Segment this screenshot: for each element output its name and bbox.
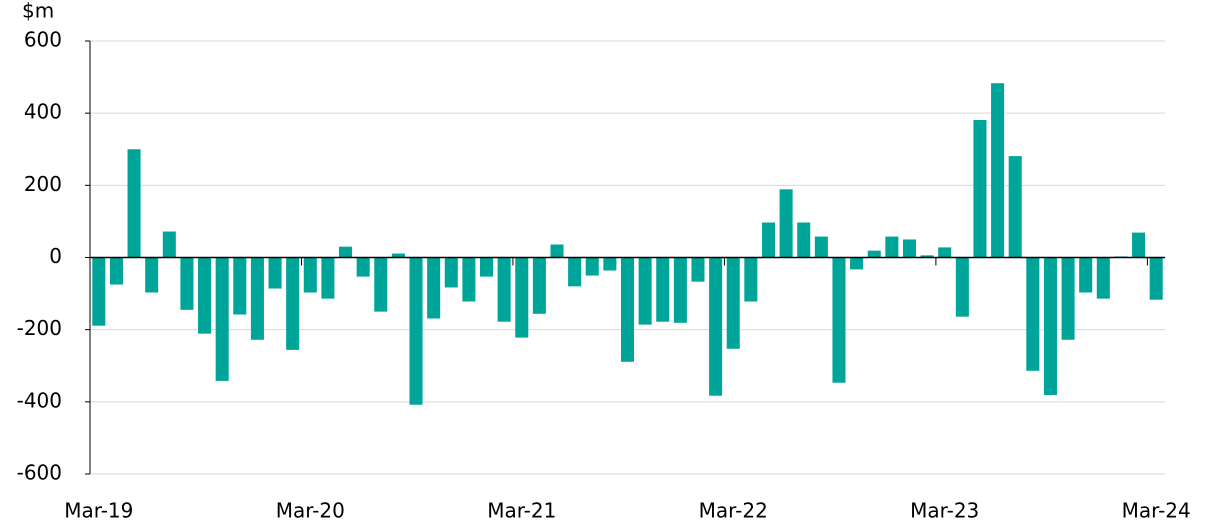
bar: [374, 257, 388, 312]
bar: [850, 257, 864, 270]
x-tick-label: Mar-21: [487, 499, 556, 523]
x-tick-label: Mar-22: [699, 499, 768, 523]
bar: [1061, 257, 1075, 340]
bar: [1132, 232, 1146, 258]
bar: [268, 257, 282, 289]
bar: [321, 257, 335, 299]
bar: [532, 257, 546, 314]
bar: [885, 236, 899, 258]
bar: [444, 257, 458, 288]
bar: [620, 257, 635, 362]
bar: [427, 257, 441, 319]
bar: [250, 257, 264, 340]
bar: [920, 255, 934, 258]
bar: [832, 257, 846, 383]
x-tick-label: Mar-20: [276, 499, 345, 523]
bar: [109, 257, 123, 285]
bar: [973, 120, 987, 258]
y-tick-label: -400: [17, 388, 62, 412]
bar: [691, 257, 705, 282]
bar: [902, 239, 916, 258]
bar: [1043, 257, 1057, 395]
bar: [744, 257, 758, 302]
bar: [673, 257, 687, 323]
x-tick-label: Mar-23: [910, 499, 979, 523]
bar: [180, 257, 194, 310]
bar: [1079, 257, 1093, 293]
y-tick-label: 200: [24, 172, 62, 196]
bar: [286, 257, 300, 350]
bar: [1026, 257, 1040, 371]
bar: [162, 231, 176, 258]
bar: [92, 257, 106, 326]
bar: [462, 257, 476, 302]
bar: [1149, 257, 1163, 300]
bar: [233, 257, 247, 315]
bar: [761, 222, 776, 258]
y-tick-label: 0: [49, 244, 62, 268]
bar: [145, 257, 159, 293]
y-tick-label: 600: [24, 28, 62, 52]
bar: [638, 257, 652, 325]
bar: [585, 257, 599, 276]
bar: [709, 257, 723, 396]
bar: [356, 257, 370, 277]
bar: [938, 247, 952, 258]
bar: [656, 257, 670, 322]
bar: [215, 257, 229, 381]
bar: [198, 257, 212, 334]
bar: [550, 244, 564, 258]
y-tick-label: -200: [17, 316, 62, 340]
bar: [1096, 257, 1110, 299]
bar: [479, 257, 494, 277]
bar: [497, 257, 511, 322]
bar: [779, 189, 793, 258]
bar: [568, 257, 582, 287]
bar: [1008, 156, 1022, 258]
bar: [303, 257, 317, 293]
x-tick-label: Mar-19: [64, 499, 133, 523]
bar: [797, 222, 811, 258]
x-tick-label: Mar-24: [1122, 499, 1191, 523]
bar: [955, 257, 969, 317]
y-axis-label: $m: [22, 0, 54, 23]
bar: [339, 246, 353, 258]
bar: [127, 149, 141, 258]
bar: [867, 250, 881, 258]
y-tick-label: -600: [17, 461, 62, 485]
bar: [991, 83, 1005, 258]
bar: [515, 257, 529, 338]
bar: [726, 257, 740, 349]
bar: [391, 253, 405, 258]
bar: [409, 257, 423, 405]
bar: [603, 257, 617, 271]
y-tick-label: 400: [24, 100, 62, 124]
bar: [814, 236, 828, 258]
